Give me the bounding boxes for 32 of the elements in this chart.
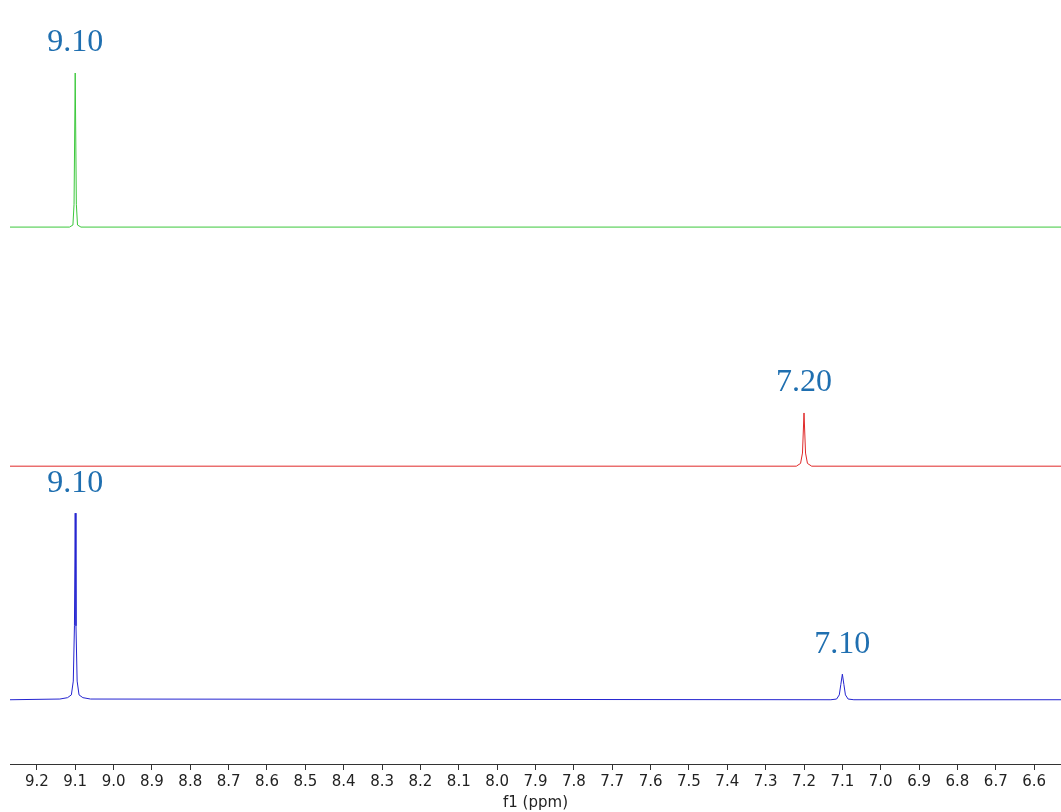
annotation: 7.10 bbox=[814, 623, 871, 660]
x-axis-title: f1 (ppm) bbox=[503, 792, 568, 811]
x-tick-label: 6.7 bbox=[983, 771, 1008, 790]
x-tick-label: 8.4 bbox=[331, 771, 356, 790]
x-tick-label: 8.8 bbox=[178, 771, 203, 790]
x-tick-label: 7.7 bbox=[600, 771, 625, 790]
x-tick-label: 7.0 bbox=[868, 771, 893, 790]
annotation: 9.10 bbox=[47, 462, 104, 499]
annotation: 7.20 bbox=[776, 362, 832, 399]
x-tick-label: 6.8 bbox=[945, 771, 970, 790]
x-tick-label: 8.0 bbox=[485, 771, 510, 790]
x-tick-label: 9.1 bbox=[63, 771, 88, 790]
x-tick-label: 8.7 bbox=[216, 771, 241, 790]
x-tick-label: 8.2 bbox=[408, 771, 433, 790]
x-tick-label: 7.8 bbox=[561, 771, 586, 790]
annotation: 9.10 bbox=[47, 22, 104, 59]
x-tick-label: 7.5 bbox=[677, 771, 701, 790]
x-tick-label: 7.9 bbox=[523, 771, 548, 790]
x-tick-label: 7.3 bbox=[753, 771, 778, 790]
x-tick-label: 6.6 bbox=[1022, 771, 1047, 790]
x-tick-label: 7.4 bbox=[715, 771, 740, 790]
x-tick-label: 7.1 bbox=[830, 771, 855, 790]
x-tick-label: 9.0 bbox=[101, 771, 126, 790]
x-tick-label: 8.5 bbox=[293, 771, 318, 790]
x-tick-label: 8.1 bbox=[446, 771, 471, 790]
x-tick-label: 8.6 bbox=[255, 771, 279, 790]
x-tick-label: 9.2 bbox=[24, 771, 49, 790]
x-tick-label: 7.6 bbox=[638, 771, 663, 790]
x-tick-label: 7.2 bbox=[792, 771, 816, 790]
x-tick-label: 6.9 bbox=[907, 771, 932, 790]
x-tick-label: 8.9 bbox=[139, 771, 164, 790]
x-tick-label: 8.3 bbox=[370, 771, 394, 790]
